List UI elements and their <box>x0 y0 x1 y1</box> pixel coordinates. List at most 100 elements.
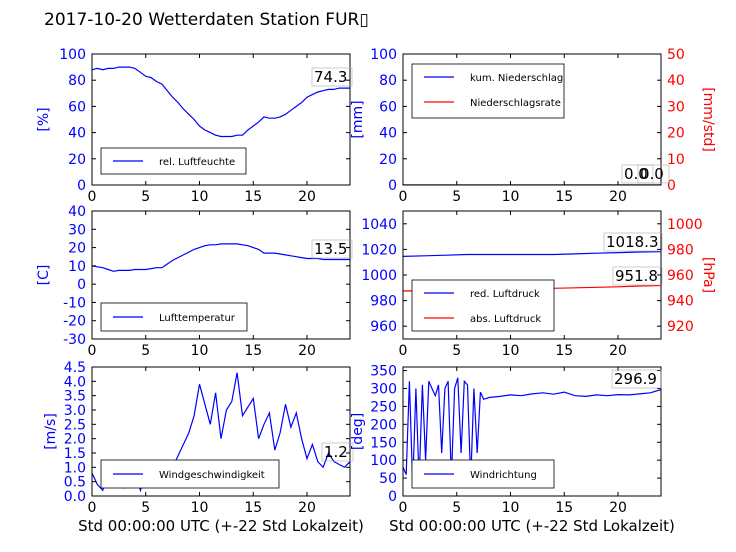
plot-frame-humidity <box>91 53 351 186</box>
y-tick-label: 100 <box>370 47 397 63</box>
x-tick-label: 20 <box>298 189 316 205</box>
last-value-annotation-2: 951.8 <box>615 267 658 285</box>
y-tick-label: 0.5 <box>64 475 86 491</box>
x-tick-label: 20 <box>609 500 627 516</box>
annotation-box <box>621 164 654 184</box>
y-tick-label: 1040 <box>361 217 397 233</box>
annotation-box <box>637 164 670 184</box>
annotation-box <box>311 67 353 87</box>
x-tick-label: 20 <box>609 343 627 359</box>
chart-pressure: 0 5 10 15 20 960 980 1000 1020 1040 920 940 960 980 10… <box>361 210 716 359</box>
last-value-annotation-2: 0.0 <box>640 165 664 183</box>
chart-wind_speed: 0 5 10 15 20 0.00.51.01.52.02.53.03.54.04.5 [m… <box>43 360 364 535</box>
x-tick-label: 5 <box>452 500 461 516</box>
y-tick-label: 150 <box>370 435 397 451</box>
y-tick-label: 3.5 <box>64 389 86 405</box>
y-tick-label: 10 <box>68 259 86 275</box>
y-tick-label: 3.0 <box>64 403 86 419</box>
y-tick-label: 0 <box>77 277 86 293</box>
y-tick-label: 350 <box>370 364 397 380</box>
legend-label: kum. Niederschlag <box>470 73 563 84</box>
y-tick-label: 40 <box>68 204 86 220</box>
y-right-tick-label: 50 <box>667 47 685 63</box>
x-tick-label: 10 <box>191 343 209 359</box>
x-tick-label: 5 <box>452 343 461 359</box>
y-right-tick-label: 30 <box>667 99 685 115</box>
x-tick-label: 10 <box>502 500 520 516</box>
y-tick-label: 1020 <box>361 242 397 258</box>
annotation-box <box>611 369 662 389</box>
x-tick-label: 20 <box>609 189 627 205</box>
x-tick-label: 5 <box>452 189 461 205</box>
y-tick-label: -30 <box>63 332 86 348</box>
x-tick-label: 15 <box>555 189 573 205</box>
y-axis-label: [%] <box>36 107 52 131</box>
y-tick-label: 300 <box>370 382 397 398</box>
y-tick-label: 20 <box>68 241 86 257</box>
plot-frame-wind_direction <box>402 366 662 497</box>
legend-label: red. Luftdruck <box>470 289 540 300</box>
last-value-annotation: 1.2 <box>324 443 348 461</box>
x-axis-label: Std 00:00:00 UTC (+-22 Std Lokalzeit) <box>78 517 364 535</box>
x-tick-label: 0 <box>399 343 408 359</box>
last-value-annotation: 0.0 <box>624 165 648 183</box>
chart-temperature: 0 5 10 15 20 -30 -20 -10 0 10 20 30 40 [C] Lufttempera… <box>36 204 353 359</box>
y-tick-label: 960 <box>370 319 397 335</box>
x-tick-label: 5 <box>141 189 150 205</box>
x-tick-label: 15 <box>555 343 573 359</box>
y-tick-label: 250 <box>370 399 397 415</box>
y-tick-label: 20 <box>379 152 397 168</box>
y-tick-label: 60 <box>68 99 86 115</box>
y-tick-label: 100 <box>370 453 397 469</box>
legend-box <box>411 63 565 119</box>
y-tick-label: 0.0 <box>64 489 86 505</box>
y-right-axis-label: [mm/std] <box>700 87 716 152</box>
y-right-tick-label: 920 <box>667 319 694 335</box>
y-axis-label: [deg] <box>350 413 366 450</box>
x-tick-label: 10 <box>502 343 520 359</box>
y-axis-label: [m/s] <box>43 413 59 450</box>
x-tick-label: 15 <box>555 500 573 516</box>
y-tick-label: 80 <box>68 73 86 89</box>
last-value-annotation: 1018.3 <box>606 233 659 251</box>
annotation-box <box>311 239 353 259</box>
x-tick-label: 10 <box>502 189 520 205</box>
y-tick-label: -10 <box>63 295 86 311</box>
x-tick-label: 0 <box>88 343 97 359</box>
y-right-tick-label: 940 <box>667 294 694 310</box>
y-tick-label: 0 <box>77 178 86 194</box>
x-tick-label: 0 <box>88 500 97 516</box>
series-line-temperature-0 <box>92 243 350 272</box>
x-tick-label: 10 <box>191 189 209 205</box>
y-tick-label: -20 <box>63 314 86 330</box>
chart-humidity: 0 5 10 15 20 0 20 40 60 80 100 [%] rel. Luftfeuchte 7… <box>36 47 353 205</box>
annotation-box <box>612 266 663 286</box>
x-tick-label: 15 <box>244 189 262 205</box>
x-tick-label: 15 <box>244 500 262 516</box>
x-tick-label: 10 <box>191 500 209 516</box>
x-axis-label: Std 00:00:00 UTC (+-22 Std Lokalzeit) <box>389 517 675 535</box>
y-tick-label: 2.5 <box>64 417 86 433</box>
y-tick-label: 100 <box>59 47 86 63</box>
y-tick-label: 1.0 <box>64 460 86 476</box>
series-line-humidity-0 <box>92 66 350 138</box>
y-tick-label: 60 <box>379 99 397 115</box>
y-tick-label: 50 <box>379 471 397 487</box>
y-right-tick-label: 40 <box>667 73 685 89</box>
y-tick-label: 0 <box>388 178 397 194</box>
y-tick-label: 40 <box>379 126 397 142</box>
y-tick-label: 1000 <box>361 268 397 284</box>
y-tick-label: 2.0 <box>64 432 86 448</box>
y-tick-label: 980 <box>370 294 397 310</box>
y-tick-label: 1.5 <box>64 446 86 462</box>
y-right-tick-label: 960 <box>667 268 694 284</box>
y-tick-label: 0 <box>388 489 397 505</box>
x-tick-label: 0 <box>88 189 97 205</box>
legend-box <box>411 279 555 332</box>
legend-label: Lufttemperatur <box>159 313 236 324</box>
plot-frame-temperature <box>91 210 351 340</box>
y-tick-label: 20 <box>68 152 86 168</box>
y-tick-label: 80 <box>379 73 397 89</box>
